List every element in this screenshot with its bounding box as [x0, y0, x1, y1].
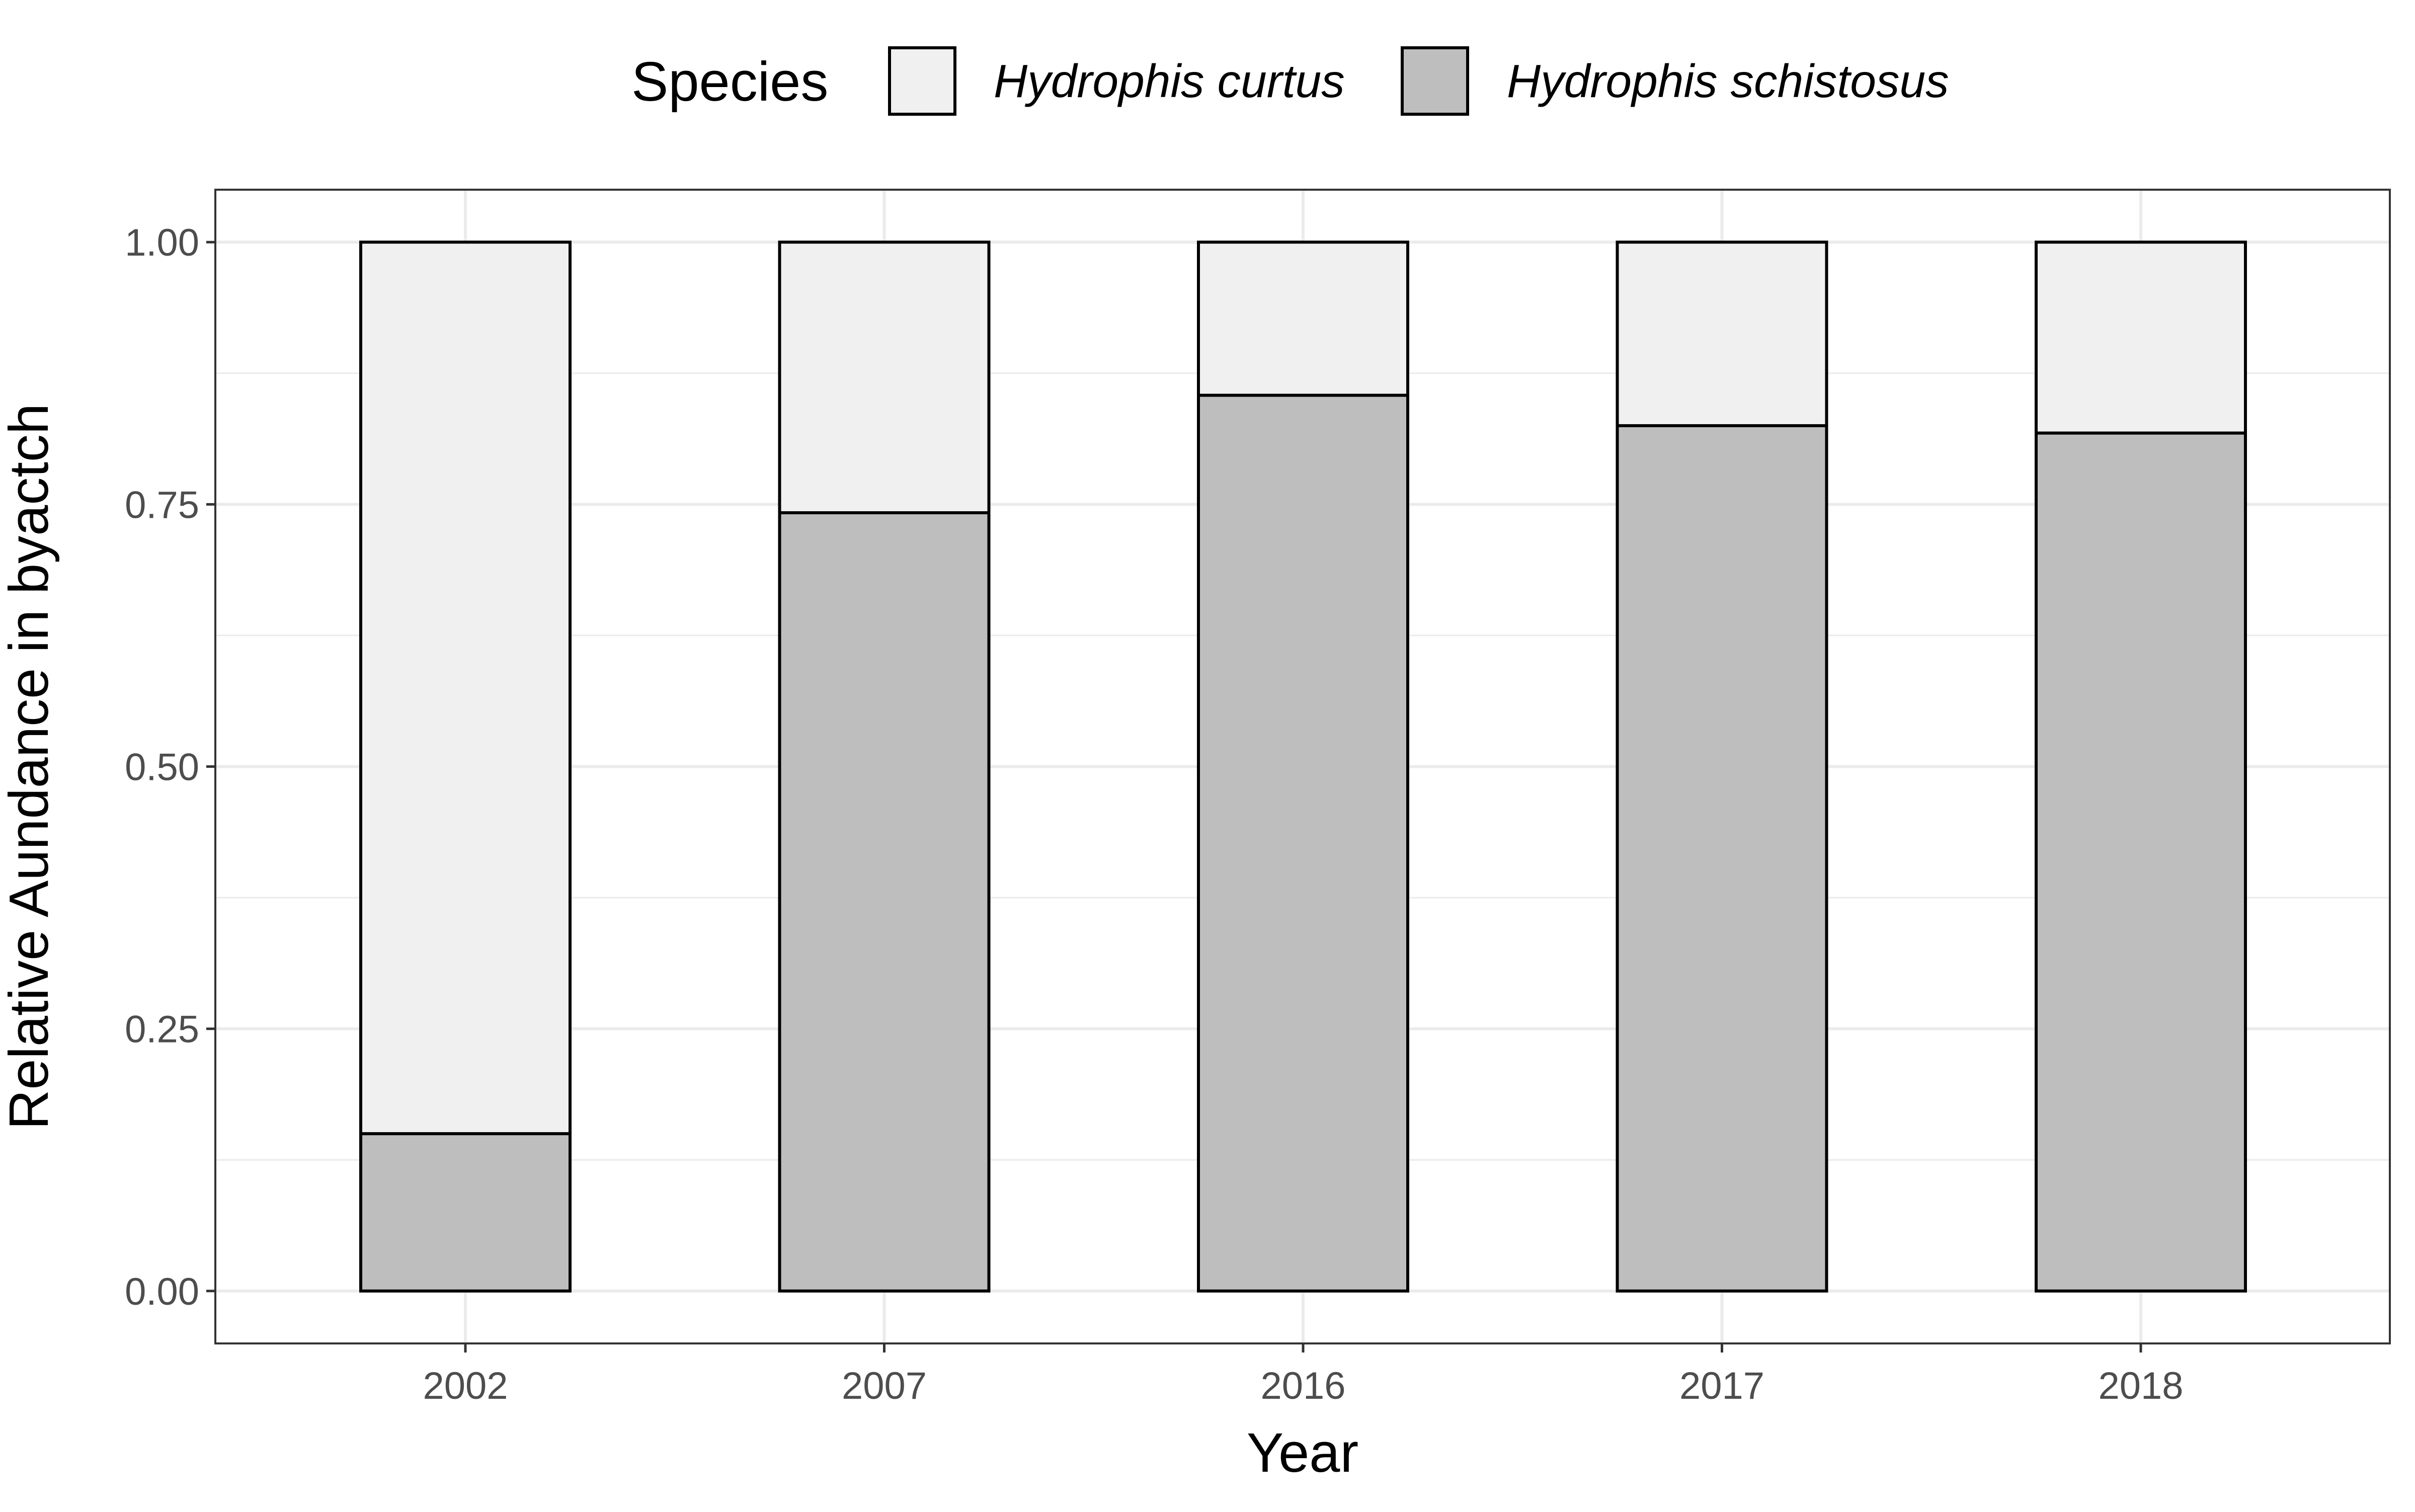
x-tick-label: 2018: [2098, 1365, 2183, 1407]
bar-segment: [1197, 241, 1409, 397]
y-axis-title: Relative Aundance in byactch: [0, 404, 60, 1130]
bar-segment: [359, 241, 572, 1136]
legend-items: Hydrophis curtus Hydrophis schistosus: [888, 46, 1949, 116]
bars: [359, 241, 2247, 1293]
bar-segment: [1616, 241, 1828, 428]
bar-segment: [778, 511, 991, 1293]
y-tick-label: 0.75: [125, 484, 199, 526]
x-tick-label: 2002: [423, 1365, 508, 1407]
bar-segment: [1197, 393, 1409, 1293]
legend-key: [888, 46, 956, 116]
x-axis: 2002 2007 2016 2017 2018: [423, 1343, 2184, 1407]
legend-title: Species: [631, 51, 828, 113]
legend: Species Hydrophis curtus Hydrophis schist…: [631, 46, 1949, 116]
plot-panel: [214, 189, 2391, 1344]
bar-segment: [1616, 424, 1828, 1293]
legend-label: Hydrophis curtus: [994, 55, 1345, 107]
legend-key: [1401, 46, 1469, 116]
bar-segment: [359, 1132, 572, 1293]
legend-label: Hydrophis schistosus: [1507, 55, 1949, 107]
bar-segment: [2035, 431, 2247, 1293]
x-tick-label: 2016: [1260, 1365, 1345, 1407]
x-tick-label: 2007: [842, 1365, 927, 1407]
y-tick-label: 0.00: [125, 1270, 199, 1313]
bar-segment: [2035, 241, 2247, 435]
y-tick-label: 1.00: [125, 221, 199, 264]
x-tick-label: 2017: [1679, 1365, 1764, 1407]
y-axis: 0.00 0.25 0.50 0.75 1.00: [125, 221, 215, 1313]
bar-segment: [778, 241, 991, 515]
y-tick-label: 0.25: [125, 1008, 199, 1051]
y-tick-label: 0.50: [125, 746, 199, 789]
x-axis-title: Year: [1247, 1422, 1358, 1484]
